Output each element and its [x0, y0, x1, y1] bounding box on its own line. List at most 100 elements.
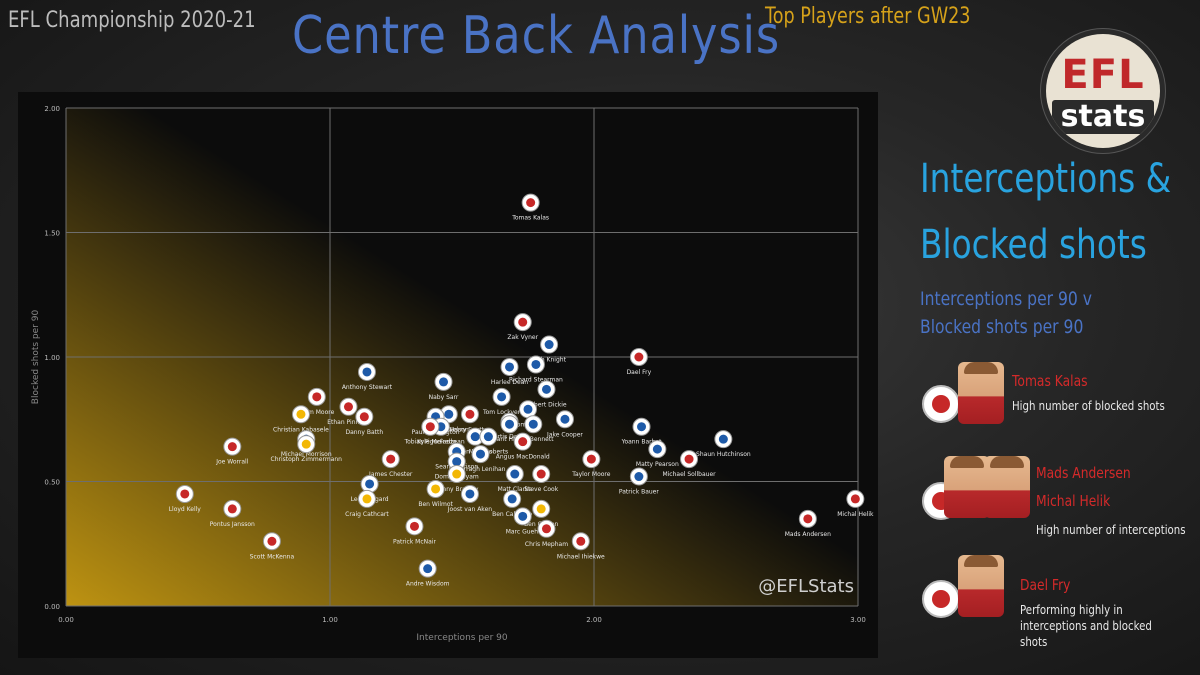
- x-tick-label: 2.00: [586, 616, 602, 624]
- club-badge-core: [431, 484, 441, 494]
- card-description: High number of blocked shots: [1012, 399, 1165, 413]
- club-badge-core: [362, 494, 372, 504]
- player-label: Ben Wilmot: [418, 501, 453, 508]
- player-label: Harlee Dean: [491, 379, 529, 386]
- player-point: Christian Kabasele: [273, 405, 329, 433]
- player-point: Patrick McNair: [393, 517, 437, 545]
- club-badge-core: [343, 402, 353, 412]
- player-point: Dael Fry: [627, 348, 652, 376]
- player-point: Anthony Stewart: [342, 362, 393, 391]
- player-point: Ben Wilmot: [418, 479, 454, 508]
- player-label: Patrick Bauer: [619, 489, 659, 496]
- player-label: Michael Sollbauer: [662, 471, 716, 478]
- card-description: High number of interceptions: [1036, 523, 1186, 537]
- player-point: Liam Moore: [299, 387, 335, 416]
- player-label: Mads Andersen: [785, 531, 831, 538]
- player-point: Ethan Pinnock: [327, 397, 370, 426]
- player-label: Taylor Moore: [571, 471, 610, 478]
- card-description: interceptions and blocked: [1020, 619, 1152, 633]
- player-label: Andre Wisdom: [406, 581, 450, 588]
- player-label: Darragh Lenihan: [455, 466, 505, 473]
- player-label: Patrick McNair: [393, 538, 437, 545]
- player-point: Andre Wisdom: [406, 559, 450, 588]
- player-point: Shaun Hutchinson: [696, 430, 751, 458]
- side-sub-line1: Interceptions per 90 v: [920, 288, 1093, 310]
- player-point: Pontus Jansson: [210, 499, 255, 528]
- x-axis-label: Interceptions per 90: [416, 633, 507, 643]
- player-label: Scott McKenna: [250, 553, 295, 560]
- player-photo: [944, 456, 990, 518]
- card-description: shots: [1020, 635, 1048, 649]
- x-tick-label: 0.00: [58, 616, 74, 624]
- player-label: Matt Clarke: [498, 486, 533, 493]
- player-point: Matt Clarke: [498, 465, 533, 493]
- player-label: Robert Dickie: [526, 401, 567, 408]
- player-point: Scott McKenna: [250, 532, 295, 560]
- player-point: Joe Worrall: [215, 437, 249, 466]
- player-label: Josh Knight: [531, 357, 566, 364]
- player-label: Chris Mepham: [525, 541, 568, 548]
- club-badge-core: [526, 198, 536, 208]
- club-badge-core: [505, 362, 515, 372]
- player-point: Ben Cabango: [492, 489, 533, 518]
- club-badge-core: [510, 469, 520, 479]
- club-badge-core: [505, 419, 515, 429]
- club-badge-core: [475, 449, 485, 459]
- player-point: Ryan Bennett: [513, 415, 554, 443]
- club-badge-core: [560, 414, 570, 424]
- player-point: Marc Guehi: [506, 507, 540, 535]
- player-label: Angus MacDonald: [496, 454, 550, 461]
- player-point: Patrick Bauer: [619, 467, 659, 496]
- club-badge-core: [586, 454, 596, 464]
- club-badge-core: [444, 409, 454, 419]
- player-label: James Chester: [368, 471, 413, 478]
- card-player-name: Michal Helik: [1036, 492, 1111, 510]
- player-label: Michal Helik: [837, 511, 874, 518]
- player-point: Josh Knight: [531, 335, 567, 364]
- chart-watermark: @EFLStats: [758, 576, 854, 597]
- player-point: Tobias Figueiredo: [403, 417, 456, 446]
- club-badge-core: [718, 434, 728, 444]
- club-badge-core: [483, 432, 493, 442]
- league-title: EFL Championship 2020-21: [8, 8, 256, 33]
- player-label: Lloyd Kelly: [169, 506, 202, 513]
- side-heading-line2: Blocked shots: [920, 222, 1147, 268]
- player-photo: [958, 555, 1004, 617]
- club-badge-core: [296, 409, 306, 419]
- player-label: Christian Kabasele: [273, 426, 329, 433]
- player-point: Sonny Bradley: [435, 465, 479, 493]
- player-point: Grant Hanley: [490, 415, 530, 443]
- player-point: Craig Cathcart: [345, 489, 389, 518]
- club-badge-core: [365, 479, 375, 489]
- player-point: Zak Vyner: [507, 313, 539, 341]
- player-point: Michael Ihiekwe: [557, 532, 605, 560]
- player-label: Anthony Stewart: [342, 384, 393, 391]
- club-badge-core: [541, 524, 551, 534]
- club-badge-icon: [922, 385, 960, 423]
- club-badge-core: [267, 536, 277, 546]
- player-label: Michael Morrison: [281, 451, 332, 458]
- player-label: Ryan Bennett: [513, 436, 554, 443]
- club-badge-core: [518, 317, 528, 327]
- club-badge-core: [507, 494, 517, 504]
- club-badge-core: [536, 504, 546, 514]
- club-badge-core: [518, 437, 528, 447]
- club-badge-core: [850, 494, 860, 504]
- subtitle: Top Players after GW23: [765, 4, 971, 29]
- y-tick-label: 2.00: [44, 105, 60, 113]
- card-description: Performing highly in: [1020, 603, 1123, 617]
- y-tick-label: 1.50: [44, 230, 60, 238]
- player-point: James Chester: [368, 450, 413, 478]
- player-label: Kyle McFadzean: [417, 439, 465, 446]
- player-point: Matty Pearson: [636, 440, 679, 468]
- y-tick-label: 1.00: [44, 354, 60, 362]
- player-label: Matty Pearson: [636, 461, 679, 468]
- player-label: Sonny Bradley: [435, 486, 479, 493]
- club-badge-core: [576, 536, 586, 546]
- player-label: Ben Cabango: [492, 511, 532, 518]
- player-label: Richard Stearman: [509, 376, 563, 383]
- player-point: Danny Batth: [345, 407, 383, 436]
- club-badge-core: [409, 521, 419, 531]
- logo-text-efl: EFL: [1061, 52, 1145, 98]
- club-badge-core: [439, 377, 449, 387]
